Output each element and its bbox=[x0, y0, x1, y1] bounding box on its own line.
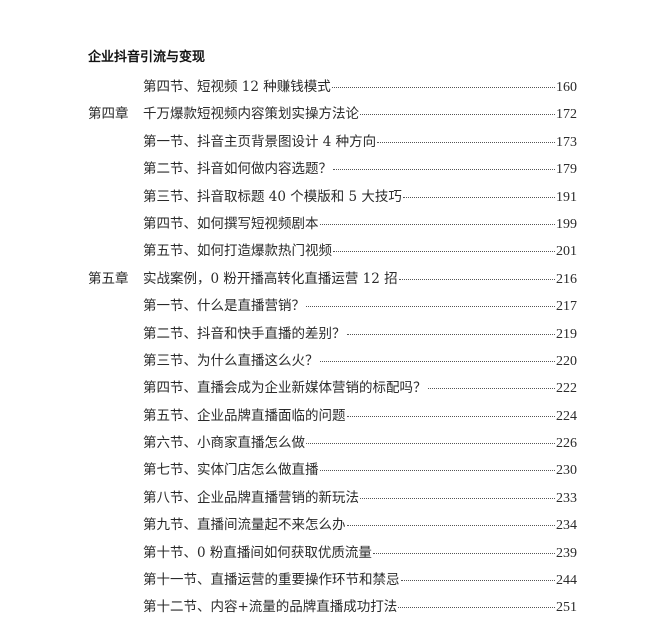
book-title-header: 企业抖音引流与变现 bbox=[88, 50, 206, 65]
dot-leader bbox=[331, 87, 555, 88]
entry-title: 第三节、抖音取标题 40 个模版和 5 大技巧 bbox=[143, 188, 402, 205]
toc-entry[interactable]: 第四节、短视频 12 种赚钱模式 160 bbox=[88, 75, 577, 102]
page-number: 216 bbox=[556, 271, 577, 287]
toc-entry[interactable]: 第五节、如何打造爆款热门视频 201 bbox=[88, 239, 577, 266]
page-number: 233 bbox=[556, 490, 577, 506]
dot-leader bbox=[346, 415, 555, 417]
chapter-label: 第四章 bbox=[88, 106, 129, 123]
page-number: 230 bbox=[556, 463, 577, 479]
dot-leader bbox=[333, 169, 555, 171]
page-number: 226 bbox=[556, 436, 577, 452]
dot-leader bbox=[346, 333, 555, 335]
page-number: 173 bbox=[556, 134, 577, 150]
toc-entry[interactable]: 第七节、实体门店怎么做直播 230 bbox=[88, 458, 577, 485]
entry-title: 第十二节、内容+流量的品牌直播成功打法 bbox=[143, 599, 398, 616]
toc-entry[interactable]: 第一节、什么是直播营销？ 217 bbox=[88, 294, 577, 321]
dot-leader bbox=[398, 607, 555, 609]
toc-entry[interactable]: 第九节、直播间流量起不来怎么办 234 bbox=[88, 513, 577, 540]
page-number: 219 bbox=[556, 326, 577, 342]
entry-title: 第四节、如何撰写短视频剧本 bbox=[143, 215, 319, 232]
toc-entry[interactable]: 第十节、0 粉直播间如何获取优质流量 239 bbox=[88, 541, 577, 568]
toc-entry[interactable]: 第六节、小商家直播怎么做 226 bbox=[88, 431, 577, 458]
table-of-contents: 第四节、短视频 12 种赚钱模式 160 第四章 千万爆款短视频内容策划实操方法论 17… bbox=[88, 75, 577, 623]
page-number: 224 bbox=[556, 408, 577, 424]
dot-leader bbox=[402, 196, 555, 198]
entry-title: 实战案例，0 粉开播高转化直播运营 12 招 bbox=[143, 270, 398, 287]
entry-title: 第七节、实体门店怎么做直播 bbox=[143, 462, 319, 479]
entry-title: 第二节、抖音如何做内容选题？ bbox=[143, 161, 332, 178]
dot-leader bbox=[360, 114, 555, 116]
entry-title: 第九节、直播间流量起不来怎么办 bbox=[143, 517, 346, 534]
entry-title: 第四节、短视频 12 种赚钱模式 bbox=[143, 79, 331, 95]
entry-title: 第五节、企业品牌直播面临的问题 bbox=[143, 407, 346, 424]
chapter-label: 第五章 bbox=[88, 270, 129, 287]
dot-leader bbox=[333, 251, 555, 253]
page-number: 234 bbox=[556, 518, 577, 534]
page-number: 244 bbox=[556, 573, 577, 589]
toc-entry[interactable]: 第四节、直播会成为企业新媒体营销的标配吗？ 222 bbox=[88, 376, 577, 403]
dot-leader bbox=[377, 141, 555, 143]
dot-leader bbox=[319, 360, 555, 362]
page-number: 199 bbox=[556, 216, 577, 232]
dot-leader bbox=[372, 552, 555, 554]
dot-leader bbox=[346, 525, 555, 527]
dot-leader bbox=[319, 223, 555, 225]
page-number: 179 bbox=[556, 162, 577, 178]
page-number: 239 bbox=[556, 545, 577, 561]
entry-title: 第二节、抖音和快手直播的差别？ bbox=[143, 325, 346, 342]
toc-entry[interactable]: 第一节、抖音主页背景图设计 4 种方向 173 bbox=[88, 130, 577, 157]
entry-title: 千万爆款短视频内容策划实操方法论 bbox=[143, 106, 359, 123]
toc-entry[interactable]: 第四节、如何撰写短视频剧本 199 bbox=[88, 212, 577, 239]
dot-leader bbox=[306, 443, 555, 445]
entry-title: 第三节、为什么直播这么火？ bbox=[143, 352, 319, 369]
entry-title: 第六节、小商家直播怎么做 bbox=[143, 435, 305, 452]
toc-entry[interactable]: 第十一节、直播运营的重要操作环节和禁忌 244 bbox=[88, 568, 577, 595]
entry-title: 第八节、企业品牌直播营销的新玩法 bbox=[143, 489, 359, 506]
dot-leader bbox=[400, 580, 555, 582]
entry-title: 第五节、如何打造爆款热门视频 bbox=[143, 243, 332, 260]
toc-entry[interactable]: 第三节、为什么直播这么火？ 220 bbox=[88, 349, 577, 376]
dot-leader bbox=[306, 306, 555, 308]
entry-title: 第十一节、直播运营的重要操作环节和禁忌 bbox=[143, 572, 400, 589]
page-number: 172 bbox=[556, 107, 577, 123]
entry-title: 第四节、直播会成为企业新媒体营销的标配吗？ bbox=[143, 380, 427, 397]
page-number: 217 bbox=[556, 299, 577, 315]
toc-entry[interactable]: 第二节、抖音和快手直播的差别？ 219 bbox=[88, 322, 577, 349]
dot-leader bbox=[319, 470, 555, 472]
toc-entry[interactable]: 第二节、抖音如何做内容选题？ 179 bbox=[88, 157, 577, 184]
toc-entry[interactable]: 第十二节、内容+流量的品牌直播成功打法 251 bbox=[88, 595, 577, 622]
entry-title: 第一节、什么是直播营销？ bbox=[143, 298, 305, 315]
entry-title: 第十节、0 粉直播间如何获取优质流量 bbox=[143, 544, 372, 561]
page-number: 222 bbox=[556, 381, 577, 397]
page-number: 201 bbox=[556, 244, 577, 260]
toc-entry[interactable]: 第五章 实战案例，0 粉开播高转化直播运营 12 招 216 bbox=[88, 267, 577, 294]
page-number: 251 bbox=[556, 600, 577, 616]
dot-leader bbox=[360, 497, 555, 499]
toc-entry[interactable]: 第八节、企业品牌直播营销的新玩法 233 bbox=[88, 486, 577, 513]
dot-leader bbox=[398, 278, 555, 280]
page-number: 160 bbox=[556, 80, 577, 95]
toc-entry[interactable]: 第三节、抖音取标题 40 个模版和 5 大技巧 191 bbox=[88, 185, 577, 212]
toc-entry[interactable]: 第四章 千万爆款短视频内容策划实操方法论 172 bbox=[88, 102, 577, 129]
dot-leader bbox=[427, 388, 555, 390]
page-number: 191 bbox=[556, 189, 577, 205]
entry-title: 第一节、抖音主页背景图设计 4 种方向 bbox=[143, 133, 377, 150]
toc-entry[interactable]: 第五节、企业品牌直播面临的问题 224 bbox=[88, 404, 577, 431]
page-number: 220 bbox=[556, 353, 577, 369]
